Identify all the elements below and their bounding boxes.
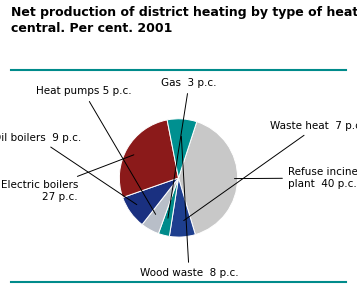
Text: Electric boilers
27 p.c.: Electric boilers 27 p.c. — [1, 155, 134, 202]
Text: Waste heat  7 p.c.: Waste heat 7 p.c. — [184, 121, 357, 221]
Text: Oil boilers  9 p.c.: Oil boilers 9 p.c. — [0, 133, 137, 205]
Wedge shape — [142, 178, 178, 234]
Wedge shape — [123, 178, 178, 224]
Wedge shape — [119, 120, 178, 197]
Wedge shape — [169, 178, 195, 237]
Text: Heat pumps 5 p.c.: Heat pumps 5 p.c. — [36, 86, 156, 214]
Text: Net production of district heating by type of heat
central. Per cent. 2001: Net production of district heating by ty… — [11, 6, 357, 35]
Wedge shape — [159, 178, 178, 236]
Text: Refuse incineration
plant  40 p.c.: Refuse incineration plant 40 p.c. — [235, 167, 357, 189]
Text: Gas  3 p.c.: Gas 3 p.c. — [161, 78, 217, 218]
Wedge shape — [178, 122, 238, 235]
Text: Wood waste  8 p.c.: Wood waste 8 p.c. — [140, 136, 238, 278]
Wedge shape — [167, 119, 197, 178]
